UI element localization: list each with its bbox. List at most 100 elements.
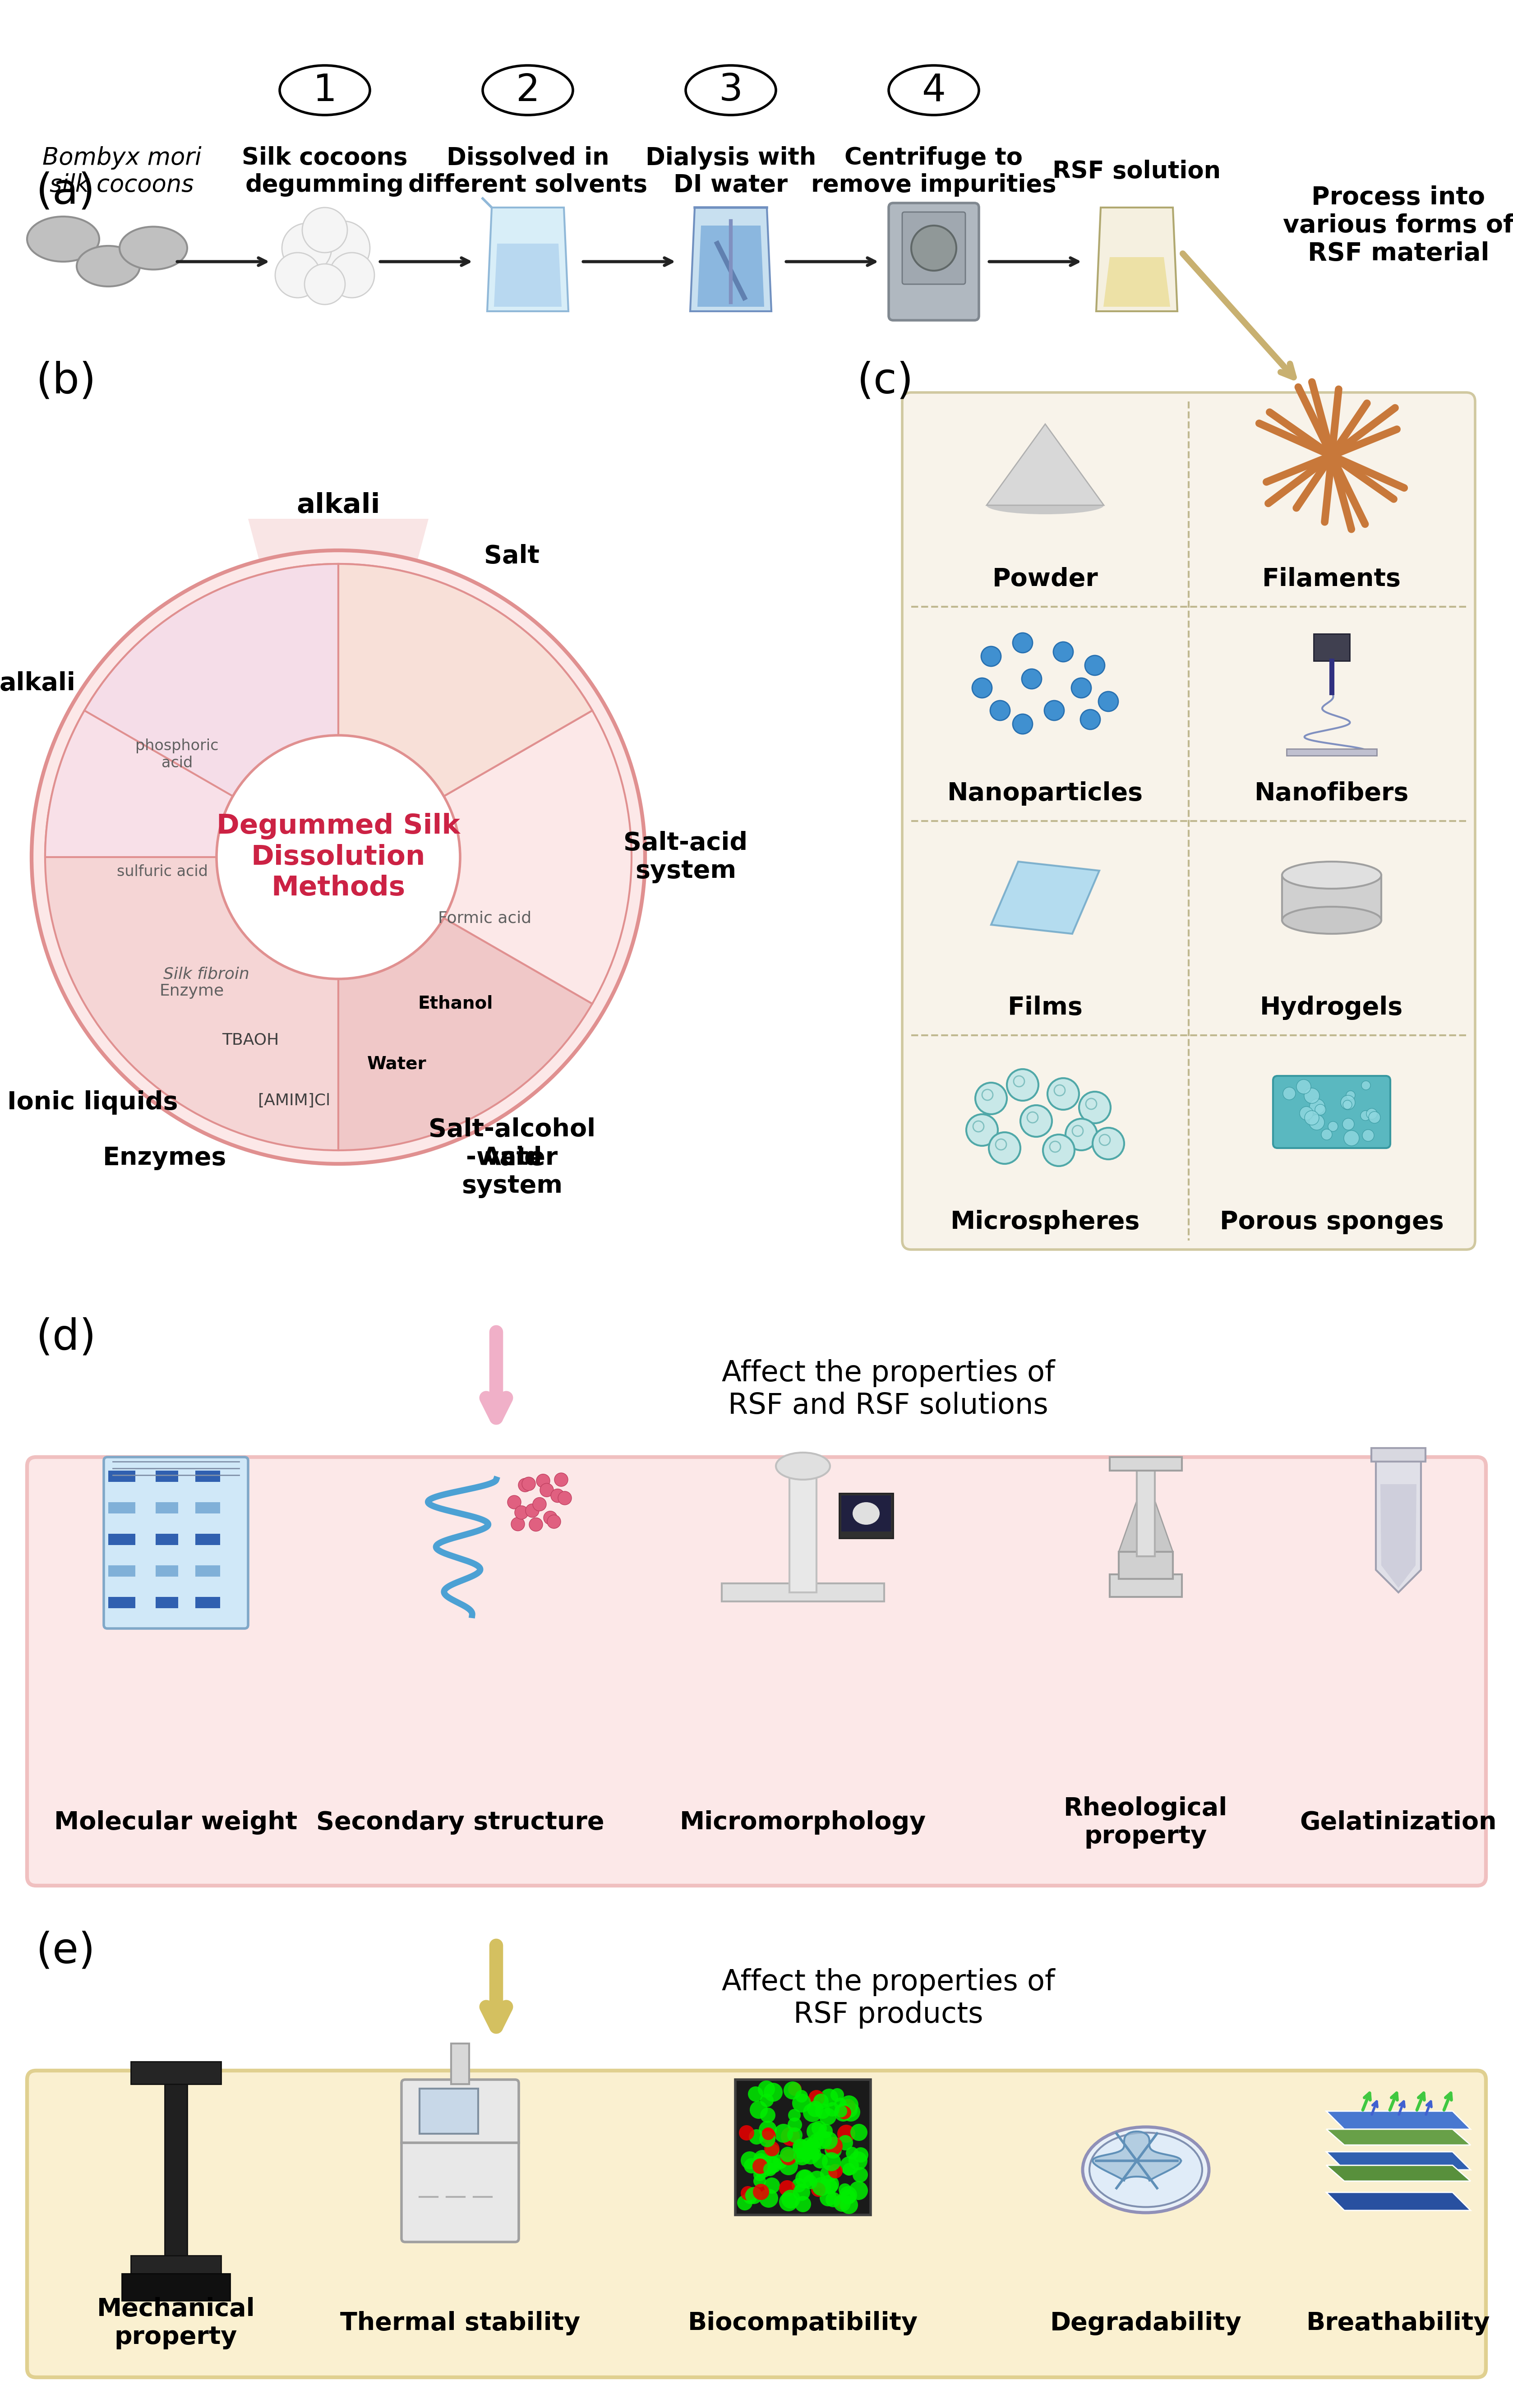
Circle shape bbox=[853, 2148, 868, 2162]
Circle shape bbox=[791, 2177, 806, 2191]
Text: Bombyx mori
silk cocoons: Bombyx mori silk cocoons bbox=[42, 147, 201, 197]
Polygon shape bbox=[1375, 1457, 1421, 1592]
Text: 1: 1 bbox=[313, 72, 337, 108]
Circle shape bbox=[1012, 715, 1032, 734]
Circle shape bbox=[330, 253, 374, 299]
Text: Gelatinization: Gelatinization bbox=[1300, 1811, 1496, 1835]
Circle shape bbox=[822, 2153, 841, 2172]
Circle shape bbox=[522, 1476, 536, 1491]
Circle shape bbox=[1006, 1069, 1038, 1100]
Circle shape bbox=[1304, 1110, 1319, 1125]
Circle shape bbox=[1300, 1108, 1313, 1120]
Circle shape bbox=[548, 1515, 561, 1529]
Bar bbox=[722, 1584, 884, 1601]
Circle shape bbox=[316, 222, 369, 275]
Circle shape bbox=[828, 2136, 841, 2150]
Bar bbox=[451, 2044, 469, 2083]
Circle shape bbox=[779, 2179, 796, 2196]
Circle shape bbox=[1366, 1108, 1377, 1120]
Circle shape bbox=[761, 2129, 776, 2143]
Circle shape bbox=[800, 2146, 820, 2165]
FancyBboxPatch shape bbox=[27, 2071, 1486, 2377]
Text: (a): (a) bbox=[36, 171, 95, 212]
FancyBboxPatch shape bbox=[401, 2081, 519, 2242]
Text: RSF solution: RSF solution bbox=[1053, 159, 1221, 183]
Bar bbox=[419, 2088, 478, 2133]
Circle shape bbox=[1309, 1115, 1324, 1129]
Circle shape bbox=[760, 2131, 776, 2148]
Polygon shape bbox=[1327, 2153, 1471, 2170]
Circle shape bbox=[825, 2102, 840, 2117]
Circle shape bbox=[796, 2090, 808, 2102]
Bar bbox=[840, 1493, 893, 1539]
Circle shape bbox=[838, 2105, 852, 2119]
Circle shape bbox=[846, 2148, 858, 2160]
Text: (c): (c) bbox=[856, 361, 914, 402]
Circle shape bbox=[760, 2107, 776, 2124]
Text: Molecular weight: Molecular weight bbox=[54, 1811, 298, 1835]
Circle shape bbox=[819, 2124, 832, 2138]
Polygon shape bbox=[1097, 207, 1177, 311]
Circle shape bbox=[967, 1115, 999, 1146]
Ellipse shape bbox=[776, 1452, 831, 1479]
Bar bbox=[109, 1534, 135, 1546]
Circle shape bbox=[752, 2158, 767, 2174]
Circle shape bbox=[514, 1505, 528, 1519]
Polygon shape bbox=[1327, 2112, 1471, 2129]
Bar bbox=[841, 1495, 891, 1531]
Circle shape bbox=[973, 679, 993, 698]
Circle shape bbox=[741, 2150, 758, 2170]
Ellipse shape bbox=[1089, 2133, 1203, 2208]
Text: Rheological
property: Rheological property bbox=[1064, 1796, 1227, 1849]
FancyBboxPatch shape bbox=[104, 1457, 248, 1628]
Wedge shape bbox=[339, 917, 592, 1151]
Polygon shape bbox=[697, 226, 764, 306]
Bar bbox=[156, 1503, 179, 1515]
Circle shape bbox=[1362, 1129, 1374, 1141]
Circle shape bbox=[1362, 1081, 1371, 1091]
Circle shape bbox=[849, 2182, 868, 2201]
Circle shape bbox=[911, 226, 956, 270]
Circle shape bbox=[507, 1495, 520, 1510]
Circle shape bbox=[281, 224, 331, 272]
Circle shape bbox=[826, 2191, 841, 2208]
FancyBboxPatch shape bbox=[902, 393, 1475, 1250]
Text: Process into
various forms of
RSF material: Process into various forms of RSF materi… bbox=[1283, 185, 1513, 265]
Circle shape bbox=[803, 2102, 822, 2121]
Circle shape bbox=[793, 2093, 811, 2112]
Circle shape bbox=[540, 1483, 554, 1498]
Circle shape bbox=[533, 1498, 546, 1510]
Text: Enzyme: Enzyme bbox=[159, 982, 224, 999]
Circle shape bbox=[990, 1132, 1020, 1163]
Circle shape bbox=[773, 2155, 788, 2170]
Polygon shape bbox=[1327, 2129, 1471, 2146]
Circle shape bbox=[788, 2109, 800, 2121]
Polygon shape bbox=[1327, 2191, 1471, 2211]
Text: Enzymes: Enzymes bbox=[103, 1146, 227, 1170]
Bar bbox=[195, 1503, 219, 1515]
Text: Thermal stability: Thermal stability bbox=[340, 2312, 579, 2336]
Text: 3: 3 bbox=[719, 72, 743, 108]
Circle shape bbox=[753, 2160, 772, 2177]
Circle shape bbox=[775, 2124, 793, 2143]
Text: TBAOH: TBAOH bbox=[222, 1033, 278, 1047]
Circle shape bbox=[753, 2153, 767, 2167]
Circle shape bbox=[853, 2167, 868, 2182]
Circle shape bbox=[793, 2148, 811, 2165]
Circle shape bbox=[781, 2189, 800, 2208]
Circle shape bbox=[781, 2148, 797, 2165]
Text: Powder: Powder bbox=[993, 566, 1098, 592]
Circle shape bbox=[1021, 669, 1041, 689]
Bar bbox=[790, 1466, 817, 1592]
Text: Dissolved in
different solvents: Dissolved in different solvents bbox=[409, 147, 648, 197]
Circle shape bbox=[1344, 1129, 1359, 1146]
Bar bbox=[156, 1597, 179, 1609]
FancyBboxPatch shape bbox=[888, 202, 979, 320]
Wedge shape bbox=[45, 710, 339, 1151]
Text: Silk cocoons
degumming: Silk cocoons degumming bbox=[242, 147, 407, 197]
Circle shape bbox=[537, 1474, 549, 1488]
Circle shape bbox=[763, 2162, 776, 2177]
Text: Silk fibroin: Silk fibroin bbox=[163, 966, 250, 982]
Bar bbox=[195, 1471, 219, 1481]
Polygon shape bbox=[1103, 258, 1170, 306]
